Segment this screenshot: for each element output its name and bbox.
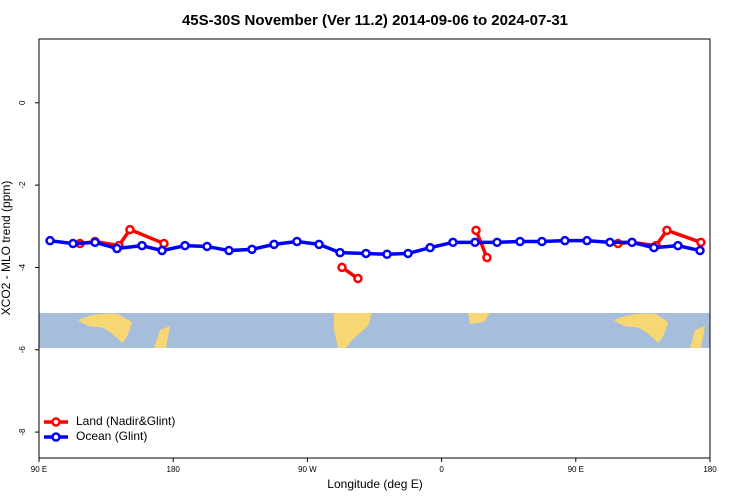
legend-label: Ocean (Glint) — [76, 429, 147, 443]
data-point — [90, 237, 100, 248]
data-point — [471, 225, 481, 236]
y-tick-label: 0 — [18, 100, 27, 105]
data-point — [361, 248, 371, 259]
data-point — [353, 273, 363, 284]
data-point — [448, 237, 458, 248]
data-point — [649, 242, 659, 253]
data-point — [137, 240, 147, 251]
y-tick-label: -8 — [18, 428, 27, 436]
data-point — [515, 236, 525, 247]
data-point — [695, 245, 705, 256]
legend-marker — [51, 432, 61, 442]
data-point — [470, 237, 480, 248]
data-point — [292, 236, 302, 247]
y-tick-label: -4 — [18, 263, 27, 271]
data-point — [45, 235, 55, 246]
data-point — [582, 235, 592, 246]
y-axis-label: XCO2 - MLO trend (ppm) — [0, 181, 13, 316]
data-point — [425, 242, 435, 253]
data-point — [382, 249, 392, 260]
data-point — [224, 245, 234, 256]
chart-title: 45S-30S November (Ver 11.2) 2014-09-06 t… — [182, 12, 568, 29]
legend-marker — [51, 417, 61, 427]
legend-label: Land (Nadir&Glint) — [76, 414, 175, 428]
x-tick-label: 90 E — [568, 465, 584, 474]
data-point — [337, 262, 347, 273]
map-band — [39, 313, 710, 348]
data-point — [492, 237, 502, 248]
data-point — [112, 243, 122, 254]
data-point — [125, 224, 135, 235]
x-tick-label: 90 E — [31, 465, 47, 474]
data-point — [180, 240, 190, 251]
x-tick-label: 180 — [167, 465, 181, 474]
data-point — [157, 245, 167, 256]
plot-frame — [38, 38, 711, 459]
data-point — [403, 248, 413, 259]
y-tick-label: -2 — [18, 181, 27, 189]
data-point — [202, 241, 212, 252]
data-point — [627, 237, 637, 248]
data-point — [605, 237, 615, 248]
data-point — [247, 244, 257, 255]
data-point — [269, 239, 279, 250]
data-point — [68, 238, 78, 249]
y-tick-label: -6 — [18, 346, 27, 354]
x-tick-label: 180 — [703, 465, 717, 474]
data-point — [673, 240, 683, 251]
data-point — [537, 236, 547, 247]
x-tick-label: 90 W — [298, 465, 317, 474]
data-point — [662, 225, 672, 236]
x-tick-label: 0 — [439, 465, 444, 474]
data-point — [482, 252, 492, 263]
data-point — [696, 237, 706, 248]
data-point — [335, 247, 345, 258]
x-axis-label: Longitude (deg E) — [327, 477, 422, 491]
data-point — [560, 235, 570, 246]
data-point — [314, 239, 324, 250]
